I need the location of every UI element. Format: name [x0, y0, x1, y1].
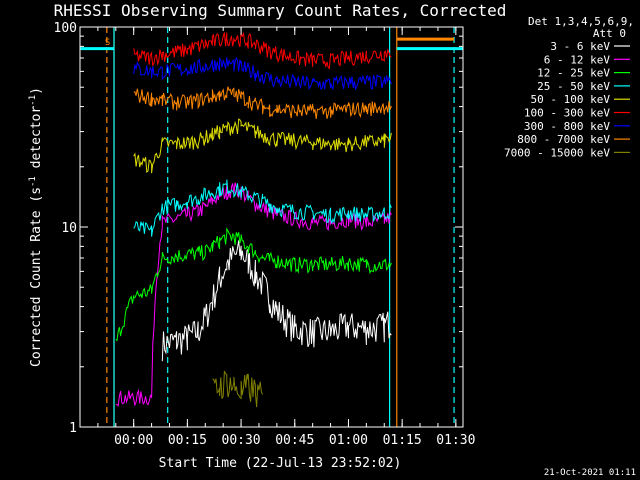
date-stamp: 21-Oct-2021 01:11 [544, 468, 636, 478]
legend-entry-label: 6 - 12 keV [544, 53, 611, 66]
y-axis-label: Corrected Count Rate (s-1 detector-1) [28, 87, 44, 367]
y-axis-label-end: ) [29, 87, 44, 95]
x-axis-label: Start Time (22-Jul-13 23:52:02) [159, 456, 402, 471]
series-lines [115, 31, 392, 408]
chart-title: RHESSI Observing Summary Count Rates, Co… [54, 1, 507, 20]
series-5 [133, 31, 392, 70]
series-line [133, 179, 392, 237]
marker-lines: S [80, 27, 463, 427]
series-line [212, 370, 264, 408]
legend-entry-label: 3 - 6 keV [550, 40, 610, 53]
x-axis: 00:00 00:15 00:30 00:45 01:00 01:15 01:30 [79, 27, 475, 448]
legend-header-line1: Det 1,3,4,5,6,9, [528, 15, 634, 28]
legend-header-line2: Att 0 [593, 27, 626, 40]
y-axis-label-main: Corrected Count Rate (s [29, 187, 44, 367]
series-line [161, 240, 392, 362]
y-axis-label-mid: detector [29, 106, 44, 177]
series-4 [133, 118, 392, 174]
series-line [133, 118, 392, 174]
series-7 [133, 86, 392, 120]
series-6 [133, 56, 392, 91]
legend-entry-label: 300 - 800 keV [524, 120, 610, 133]
x-tick-label: 00:45 [275, 433, 314, 448]
legend-entry-label: 25 - 50 keV [537, 80, 610, 93]
x-tick-label: 01:30 [436, 433, 475, 448]
legend-entry-label: 7000 - 15000 keV [504, 146, 610, 159]
legend-entry-label: 100 - 300 keV [524, 107, 610, 120]
legend-entry-label: 50 - 100 keV [531, 93, 611, 106]
legend-entry-label: 800 - 7000 keV [517, 133, 610, 146]
y-tick-label: 100 [54, 21, 77, 36]
series-3 [133, 179, 392, 237]
x-tick-label: 01:00 [329, 433, 368, 448]
y-axis-label-sup2: -1 [28, 95, 38, 106]
x-tick-label: 01:15 [383, 433, 422, 448]
y-tick-label: 1 [69, 421, 77, 436]
x-tick-label: 00:30 [222, 433, 261, 448]
y-tick-label: 10 [61, 221, 77, 236]
series-8 [212, 370, 264, 408]
series-line [133, 31, 392, 70]
x-tick-label: 00:00 [114, 433, 153, 448]
series-0 [161, 240, 392, 362]
legend-entry-label: 12 - 25 keV [537, 67, 610, 80]
series-line [115, 182, 392, 407]
series-line [133, 86, 392, 120]
series-line [115, 227, 392, 342]
series-2 [115, 227, 392, 342]
series-1 [115, 182, 392, 407]
y-axis-label-sup1: -1 [28, 176, 38, 187]
marker-annotation: S [105, 38, 110, 48]
series-line [133, 56, 392, 91]
x-tick-label: 00:15 [168, 433, 207, 448]
